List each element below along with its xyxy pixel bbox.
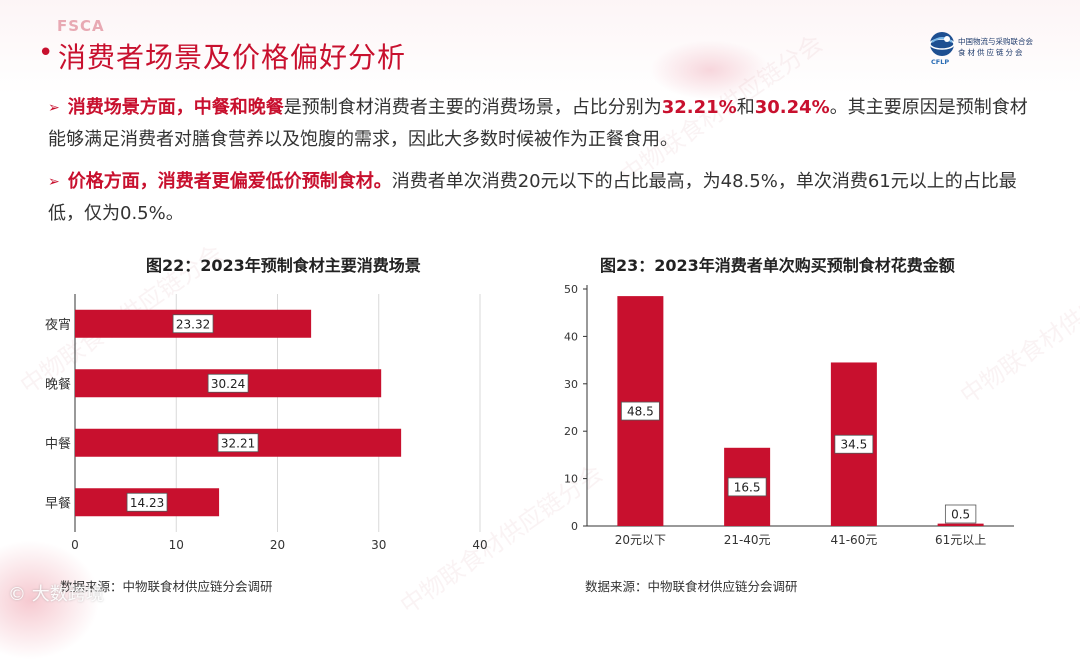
body-text: 是预制食材消费者主要的消费场景，占比分别为 xyxy=(283,97,662,118)
data-label-box xyxy=(172,314,214,334)
title-bullet: • xyxy=(38,38,54,68)
category-label: 21-40元 xyxy=(724,533,771,547)
category-label: 中餐 xyxy=(45,436,71,452)
x-tick-label: 0 xyxy=(71,538,79,552)
x-tick-label: 30 xyxy=(371,538,386,552)
y-tick-label: 20 xyxy=(564,425,578,438)
bottom-watermark-logo: © 大数跨境 xyxy=(8,584,104,605)
data-label: 23.32 xyxy=(176,317,210,331)
data-label-box xyxy=(620,401,660,421)
y-tick-label: 0 xyxy=(571,520,578,533)
category-label: 41-60元 xyxy=(830,533,877,547)
highlight-text: 价格方面，消费者更偏爱低价预制食材。 xyxy=(67,171,392,192)
highlight-text: 30.24% xyxy=(754,97,830,118)
bar xyxy=(937,523,984,526)
paragraph-consumption-scenario: ➢ 消费场景方面，中餐和晚餐是预制食材消费者主要的消费场景，占比分别为32.21%… xyxy=(48,92,1033,156)
chart-title-scenario: 图22：2023年预制食材主要消费场景 xyxy=(146,256,421,275)
data-label: 0.5 xyxy=(951,508,970,522)
body-text: 。其主要原因是预制食材能够满足消费者对膳食营养以及饱腹的需求，因此大多数时候被作… xyxy=(48,97,1028,150)
data-label: 48.5 xyxy=(627,405,654,419)
highlight-text: 中餐 xyxy=(193,97,230,118)
data-source-chart2: 数据来源：中物联食材供应链分会调研 xyxy=(585,579,798,594)
x-tick-label: 10 xyxy=(169,538,184,552)
arrow-bullet-icon: ➢ xyxy=(48,100,60,116)
logo-branch-name: 食材供应链分会 xyxy=(958,48,1025,57)
category-label: 早餐 xyxy=(45,495,71,511)
logo-org-name: 中国物流与采购联合会 xyxy=(958,37,1033,46)
category-label: 20元以下 xyxy=(615,533,666,547)
x-tick-label: 20 xyxy=(270,538,285,552)
highlight-text: 晚餐 xyxy=(247,97,284,118)
chart-consumption-scenario: 0 10 20 30 40 夜宵 23.32 晚餐 30.24 中餐 32.21 早餐 14.23 xyxy=(45,294,488,552)
category-label: 61元以上 xyxy=(935,533,986,547)
globe-icon xyxy=(929,32,955,56)
page-title: 消费者场景及价格偏好分析 xyxy=(58,41,407,74)
category-label: 夜宵 xyxy=(45,317,71,333)
chart-title-spending: 图23：2023年消费者单次购买预制食材花费金额 xyxy=(600,256,955,275)
highlight-text: 32.21% xyxy=(661,97,737,118)
data-label-box xyxy=(944,504,977,524)
chart-spending-amount: 0 10 20 30 40 50 20元以下 48.5 21-40元 16.5 41-60元 34.5… xyxy=(564,283,1014,547)
y-tick-label: 10 xyxy=(564,473,578,486)
data-label: 14.23 xyxy=(130,496,164,510)
category-label: 晚餐 xyxy=(45,376,71,392)
highlight-text: 消费场景方面， xyxy=(67,97,194,118)
header-background xyxy=(0,0,1080,95)
body-text: 消费者单次消费20元以下的占比最高，为48.5%，单次消费61元以上的占比最低，… xyxy=(48,171,1017,224)
data-label-box xyxy=(126,492,168,512)
data-label: 32.21 xyxy=(221,436,255,450)
y-tick-label: 30 xyxy=(564,378,578,391)
y-tick-label: 50 xyxy=(564,283,578,296)
organization-logo: 中国物流与采购联合会 食材供应链分会 CFLP xyxy=(928,30,1058,68)
data-label-box xyxy=(207,373,249,393)
data-label: 16.5 xyxy=(734,480,761,494)
data-label: 30.24 xyxy=(211,377,245,391)
data-source-chart1: 数据来源：中物联食材供应链分会调研 xyxy=(60,579,273,594)
body-text: 和 xyxy=(736,97,755,118)
paragraph-price-preference: ➢ 价格方面，消费者更偏爱低价预制食材。消费者单次消费20元以下的占比最高，为48… xyxy=(48,166,1033,230)
data-label: 34.5 xyxy=(841,438,868,452)
highlight-text: 和 xyxy=(229,97,248,118)
top-tag: FSCA xyxy=(57,17,105,35)
arrow-bullet-icon: ➢ xyxy=(48,174,60,190)
data-label-box xyxy=(834,434,874,454)
decorative-blob xyxy=(650,40,770,100)
y-tick-label: 40 xyxy=(564,330,578,343)
logo-abbreviation: CFLP xyxy=(931,58,950,66)
data-label-box xyxy=(217,433,259,453)
data-label-box xyxy=(727,477,767,497)
x-tick-label: 40 xyxy=(472,538,487,552)
